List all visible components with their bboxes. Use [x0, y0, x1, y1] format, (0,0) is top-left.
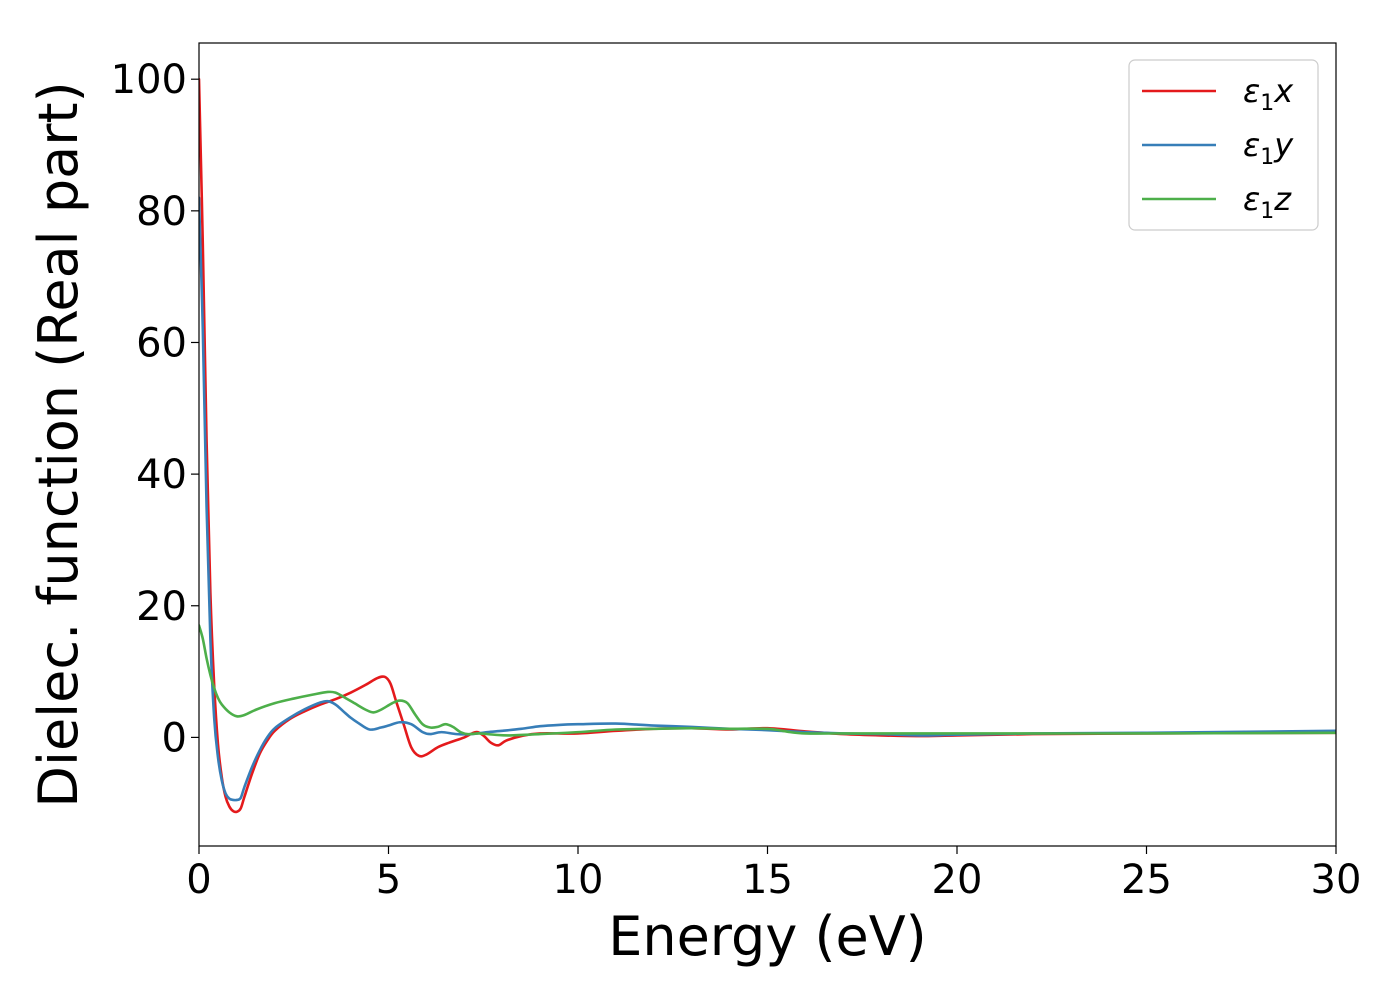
legend-label-sub: 1 [1260, 199, 1274, 224]
legend-label-sub: 1 [1260, 91, 1274, 116]
y-tick-label: 80 [136, 189, 187, 235]
x-tick-label: 5 [376, 857, 401, 903]
legend-label-main: ε [1243, 72, 1260, 110]
series-line-2 [199, 196, 1336, 802]
series-line-3 [199, 624, 1336, 737]
x-tick-label: 30 [1311, 857, 1362, 903]
ticks-layer: 0 5 10 15 20 25 30 0 20 40 60 80 100 [111, 57, 1362, 903]
x-axis-label: Energy (eV) [608, 905, 927, 968]
y-tick-label: 60 [136, 320, 187, 366]
y-axis-label: Dielec. function (Real part) [27, 81, 90, 807]
legend-label: ε1y [1243, 126, 1294, 170]
x-tick-label: 10 [553, 857, 604, 903]
legend-label-main: ε [1243, 126, 1260, 164]
legend-label-sub: 1 [1260, 145, 1274, 170]
legend-label-suffix: x [1273, 72, 1294, 110]
legend-box [1128, 59, 1319, 231]
series-layer [199, 77, 1336, 814]
x-tick-label: 20 [932, 857, 983, 903]
x-tick-label: 25 [1121, 857, 1172, 903]
legend-label: ε1x [1243, 72, 1294, 116]
legend-label: ε1z [1243, 180, 1292, 224]
x-tick-label: 0 [186, 857, 211, 903]
x-tick-label: 15 [742, 857, 793, 903]
y-tick-label: 40 [136, 452, 187, 498]
plot-frame [198, 42, 1337, 847]
y-tick-label: 20 [136, 584, 187, 630]
legend-label-main: ε [1243, 180, 1260, 218]
legend-label-suffix: y [1273, 126, 1294, 164]
legend-label-suffix: z [1273, 180, 1292, 218]
y-tick-label: 0 [162, 715, 187, 761]
y-tick-label: 100 [111, 57, 187, 103]
